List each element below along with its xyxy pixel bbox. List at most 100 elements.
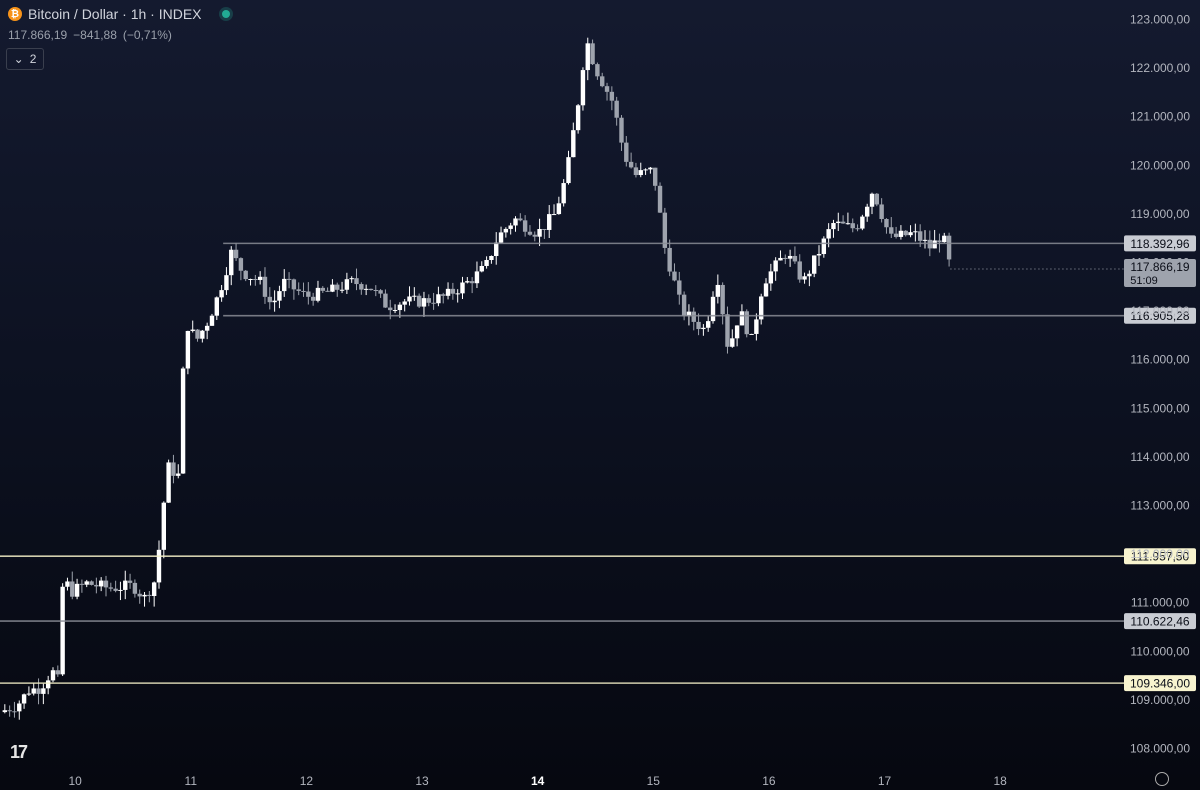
candle-body <box>580 70 586 106</box>
candle-body <box>590 43 595 65</box>
candle-body <box>31 688 36 694</box>
candle-body <box>190 329 195 331</box>
candle-body <box>701 327 706 330</box>
candle-body <box>214 297 219 316</box>
level-label: 109.346,00 <box>1130 677 1190 691</box>
candle-body <box>860 216 865 229</box>
candle-body <box>320 287 325 291</box>
candle-body <box>917 231 923 241</box>
candle-body <box>508 225 513 229</box>
candle-body <box>344 279 350 290</box>
candle-body <box>566 157 571 184</box>
x-tick-label: 14 <box>531 774 545 788</box>
candle-body <box>233 249 239 259</box>
candle-body <box>431 302 436 304</box>
candle-body <box>291 279 297 290</box>
candle-body <box>768 271 774 284</box>
candle-body <box>889 227 894 234</box>
candle-body <box>445 288 451 296</box>
level-label: 118.392,96 <box>1130 237 1189 251</box>
market-status-icon <box>221 10 230 18</box>
candle-body <box>17 703 22 712</box>
candle-body <box>310 296 316 301</box>
candle-body <box>388 307 393 311</box>
indicator-count: 2 <box>29 52 37 66</box>
candle-body <box>315 287 321 301</box>
candle-body <box>754 319 759 334</box>
candle-body <box>103 580 109 588</box>
y-tick-label: 117.000,00 <box>1130 304 1189 318</box>
y-tick-label: 120.000,00 <box>1130 158 1190 172</box>
candle-body <box>542 229 547 231</box>
candle-body <box>489 255 494 261</box>
candle-body <box>296 289 301 291</box>
candle-body <box>725 314 730 347</box>
candle-body <box>864 206 870 217</box>
candle-body <box>946 235 952 260</box>
tradingview-logo-icon: 17 <box>10 742 28 762</box>
symbol-title[interactable]: Bitcoin / Dollar · 1h · INDEX <box>28 6 202 22</box>
candle-body <box>441 294 446 296</box>
candle-body <box>913 231 918 233</box>
y-tick-label: 112.000,00 <box>1130 547 1189 561</box>
candle-body <box>932 240 937 249</box>
candle-body <box>402 301 407 305</box>
candle-body <box>942 235 947 243</box>
candle-body <box>479 265 484 272</box>
candle-body <box>677 280 682 295</box>
levels-layer: 118.392,96 116.905,28 111.957,50 110.622,46… <box>0 235 1196 692</box>
candle-body <box>696 321 701 330</box>
chart-header: ₿ Bitcoin / Dollar · 1h · INDEX <box>8 6 230 22</box>
x-tick-label: 15 <box>647 774 661 788</box>
candle-body <box>70 581 75 597</box>
candle-body <box>94 584 99 587</box>
candle-body <box>706 321 711 328</box>
candle-body <box>412 295 417 297</box>
level-label-bg <box>1124 613 1196 630</box>
candle-body <box>436 294 441 304</box>
level-label: 110.622,46 <box>1130 615 1189 629</box>
candle-body <box>522 220 528 232</box>
settings-gear-icon[interactable] <box>1155 772 1169 786</box>
candle-body <box>807 273 812 277</box>
candle-body <box>142 594 147 597</box>
candle-body <box>12 711 17 713</box>
candle-body <box>151 582 157 597</box>
candle-body <box>686 311 692 317</box>
candle-body <box>667 247 672 272</box>
y-tick-label: 122.000,00 <box>1130 61 1190 75</box>
candle-body <box>922 239 928 241</box>
candle-body <box>604 86 610 92</box>
candle-body <box>513 218 518 226</box>
candle-body <box>527 231 533 235</box>
x-tick-label: 16 <box>762 774 776 788</box>
last-price-label-bg <box>1124 258 1196 287</box>
candle-body <box>903 230 908 236</box>
candle-body <box>465 281 470 283</box>
candle-body <box>763 283 769 297</box>
x-tick-label: 17 <box>878 774 892 788</box>
candle-body <box>224 275 229 291</box>
candle-body <box>45 680 51 689</box>
candle-body <box>243 270 248 280</box>
candle-body <box>50 670 56 681</box>
candle-body <box>628 161 634 168</box>
candle-body <box>161 502 167 550</box>
candle-body <box>802 276 807 280</box>
level-label-bg <box>1124 307 1196 324</box>
candle-body <box>648 167 653 170</box>
candle-body <box>600 76 605 87</box>
indicators-toggle-button[interactable]: ⌄ 2 <box>6 48 44 70</box>
bar-countdown-label: 51:09 <box>1130 275 1158 287</box>
candle-body <box>378 290 383 294</box>
candle-body <box>609 91 615 101</box>
candle-body <box>840 221 846 224</box>
candle-body <box>132 582 138 594</box>
candle-body <box>836 221 841 224</box>
candle-body <box>2 710 8 713</box>
y-tick-label: 123.000,00 <box>1130 12 1190 26</box>
candle-body <box>147 594 152 597</box>
candle-body <box>474 271 480 284</box>
y-tick-label: 119.000,00 <box>1130 207 1189 221</box>
